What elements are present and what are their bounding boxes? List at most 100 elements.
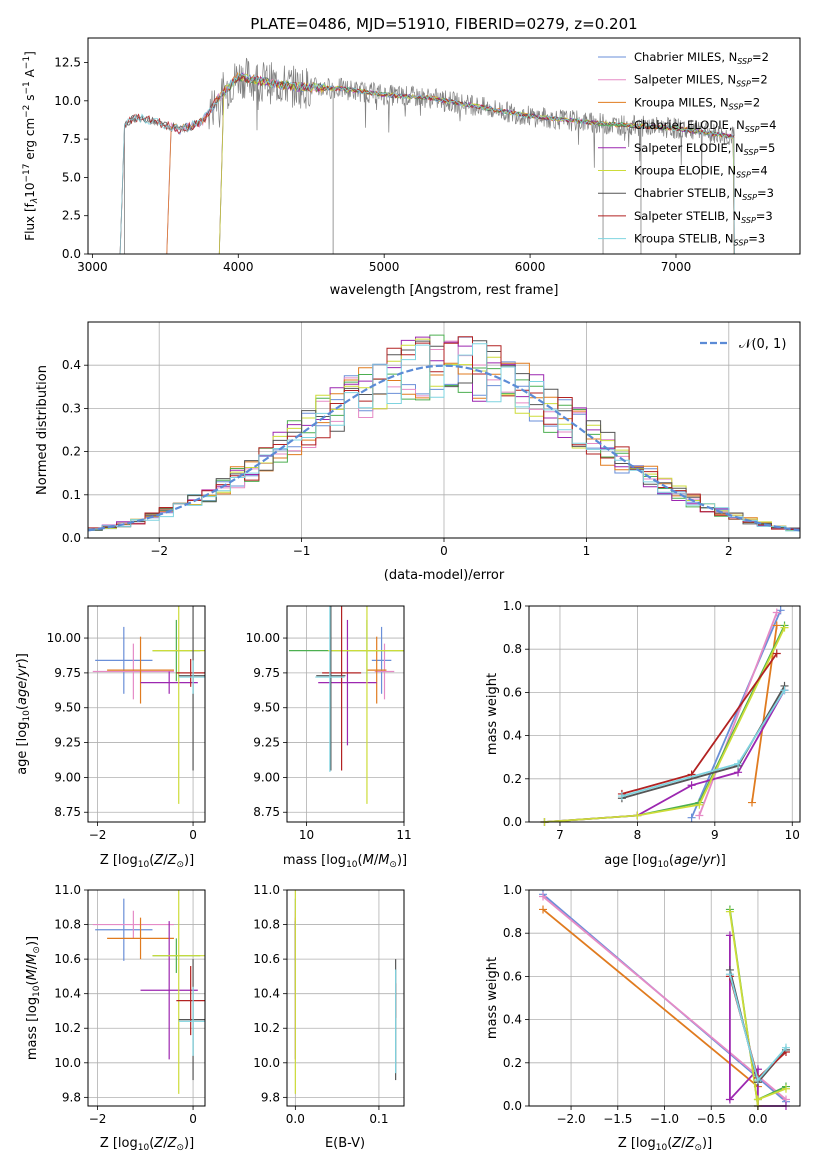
mass-vs-ebv-panel: 0.0 0.1 9.8 10.0 10.2 10.4 10.6 10.8 11.0 [253,883,405,1126]
age-vs-metallicity-panel: −2 0 8.75 9.00 9.25 9.50 9.75 10.00 [47,605,206,842]
y-tick-label: 0.0 [503,815,522,829]
kroupa_miles-marker [772,621,781,630]
y-tick-label: 9.25 [253,736,280,750]
x-tick-label: 7 [556,828,564,842]
age-z-labels: Z [log10(Z/Z⊙)] age [log10(age/yr)] mass… [15,653,726,1153]
kroupa_elodie-marker [695,800,704,809]
spectrum-panel: PLATE=0486, MJD=51910, FIBERID=0279, z=0… [22,15,801,298]
salpeter_elodie-marker [687,781,696,790]
y-tick-label: 9.8 [261,1090,280,1104]
kroupa_stelib-marker [734,759,743,768]
x-tick-label: 0.0 [286,1112,305,1126]
errorbar-marks [288,606,404,804]
gaussian-curve [88,364,800,532]
residuals-y-label: Normed distribution [35,365,50,495]
x-tick-label: 4000 [223,260,254,274]
observed-spectrum-line [124,57,735,180]
y-tick-label: 7.5 [62,132,81,146]
salpeter_miles-marker [695,811,704,820]
residuals-legend: 𝒩(0, 1) [700,337,786,352]
x-tick-label: 6000 [515,260,546,274]
y-tick-label: 0.0 [62,247,81,261]
legend-label-chabrier_stelib: Chabrier STELIB, NSSP=3 [634,186,774,202]
chabrier_miles-marker [687,813,696,822]
x-tick-label: 5000 [369,260,400,274]
x-tick-label: 10 [785,828,800,842]
y-tick-label: 9.00 [253,770,280,784]
y-tick-label: 10.00 [246,631,280,645]
y-tick-label: 0.1 [62,488,81,502]
y-tick-label: 10.6 [253,952,280,966]
x-tick-label: −1.5 [603,1112,632,1126]
kroupa_elodie-marker [633,811,642,820]
salpeter_miles-line [542,895,787,1101]
y-tick-label: 0.2 [62,445,81,459]
kroupa_stelib-marker [753,1076,762,1085]
y-tick-label: 10.00 [47,631,81,645]
legend-label-chabrier_miles: Chabrier MILES, NSSP=2 [634,50,769,66]
legend-label-kroupa_miles: Kroupa MILES, NSSP=2 [634,95,760,111]
mass-weight-vs-age-panel: 7 8 9 10 0.0 0.2 0.4 0.6 0.8 1.0 [503,599,801,842]
x-tick-label: 11 [396,828,411,842]
spectrum-legend: Chabrier MILES, NSSP=2 Salpeter MILES, NS… [598,50,776,248]
y-tick-label: 10.4 [253,987,280,1001]
mass-weight-vs-metallicity-panel: −2.0 −1.5 −1.0 −0.5 0.0 0.0 0.2 0.4 0.6 0.8 1.0 [503,883,801,1126]
y-tick-label: 9.50 [253,701,280,715]
x-tick-label: 0 [189,1112,197,1126]
y-tick-label: 2.5 [62,209,81,223]
kroupa_stelib-model-line [119,73,735,254]
x-tick-label: −2 [89,828,107,842]
spectrum-title: PLATE=0486, MJD=51910, FIBERID=0279, z=0… [250,15,637,33]
mass-z-x-label: Z [log10(Z/Z⊙)] [100,1136,194,1153]
y-tick-label: 9.75 [253,666,280,680]
x-tick-label: 1 [583,544,591,558]
y-tick-label: 1.0 [503,883,522,897]
x-tick-label: −2.0 [556,1112,585,1126]
y-tick-label: 8.75 [253,805,280,819]
mass-ebv-x-label: E(B-V) [325,1136,365,1151]
y-tick-label: 9.8 [62,1090,81,1104]
kroupa_elodie-marker [781,1084,790,1093]
salpeter_stelib-marker [772,649,781,658]
x-tick-label: −2 [89,1112,107,1126]
mass-vs-metallicity-panel: −2 0 9.8 10.0 10.2 10.4 10.6 10.8 11.0 [54,883,206,1126]
axes-frame [528,605,801,823]
x-tick-label: 9 [711,828,719,842]
y-tick-label: 10.2 [54,1021,81,1035]
kroupa_elodie-marker [753,1095,762,1104]
salpeter_miles-marker [772,608,781,617]
kroupa_elodie-marker [725,907,734,916]
legend-label-salpeter_miles: Salpeter MILES, NSSP=2 [634,73,768,89]
y-tick-label: 0.4 [62,358,81,372]
x-tick-label: −2 [150,544,168,558]
x-tick-label: −1.0 [650,1112,679,1126]
kroupa_stelib-marker [780,686,789,695]
y-tick-label: 10.0 [253,1056,280,1070]
x-tick-label: 3000 [77,260,108,274]
spectrum-y-label: Flux [fλ10−17 erg cm−2 s−1 A−1] [22,51,40,241]
y-tick-label: 9.00 [54,770,81,784]
y-tick-label: 0.8 [503,642,522,656]
chabrier_miles-line [690,609,782,819]
y-tick-label: 9.75 [54,666,81,680]
y-tick-label: 10.0 [54,94,81,108]
gaussian-legend-label: 𝒩(0, 1) [739,337,786,352]
x-tick-label: 7000 [661,260,692,274]
y-tick-label: 12.5 [54,56,81,70]
x-tick-label: 0 [189,828,197,842]
spectrum-axes-frame [87,37,801,255]
axes-frame [87,889,206,1107]
x-tick-label: 0.0 [748,1112,767,1126]
errorbar-marks [92,606,205,804]
y-tick-label: 11.0 [54,883,81,897]
y-tick-label: 0.6 [503,685,522,699]
y-tick-label: 1.0 [503,599,522,613]
legend-label-kroupa_elodie: Kroupa ELODIE, NSSP=4 [634,164,768,180]
legend-label-salpeter_stelib: Salpeter STELIB, NSSP=3 [634,209,773,225]
mw-age-x-label: age [log10(age/yr)] [604,853,726,870]
salpeter_elodie-marker [725,1095,734,1104]
mass-z-y-label: mass [log10(M/M⊙)] [25,936,42,1060]
age-vs-mass-panel: 10 11 8.75 9.00 9.25 9.50 9.75 10.00 [246,605,412,842]
mw-z-y-label: mass weight [485,957,500,1039]
